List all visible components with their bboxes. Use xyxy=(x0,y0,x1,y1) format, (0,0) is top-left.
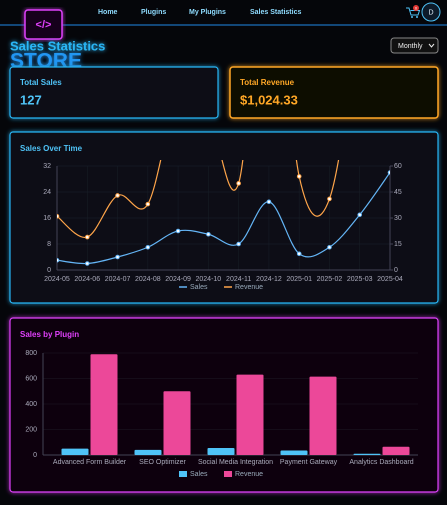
chart-title: Sales Over Time xyxy=(20,144,83,153)
y-tick-label: 0 xyxy=(33,452,37,459)
y2-tick-label: 30 xyxy=(394,215,402,222)
cart-count: 0 xyxy=(415,5,418,10)
data-point xyxy=(387,170,390,175)
x-tick-label: Advanced Form Builder xyxy=(53,459,127,466)
card xyxy=(229,66,439,119)
y2-tick-label: 45 xyxy=(394,189,402,196)
x-tick-label: Social Media Integration xyxy=(198,459,273,466)
data-point xyxy=(296,251,302,257)
data-point xyxy=(206,231,211,237)
select-arrow xyxy=(428,43,435,48)
card-label: Total Sales xyxy=(20,78,62,87)
logo-text: </> xyxy=(36,19,52,31)
x-tick-label: 2025-01 xyxy=(286,276,312,283)
data-point xyxy=(296,174,302,179)
nav-link[interactable]: Sales Statistics xyxy=(250,9,301,16)
x-tick-label: 2025-02 xyxy=(317,276,343,283)
page-title: Sales Statistics xyxy=(10,38,105,53)
y-tick-label: 800 xyxy=(25,350,37,357)
bar xyxy=(61,448,89,455)
data-point xyxy=(115,254,120,260)
data-point xyxy=(145,201,151,207)
data-point xyxy=(236,241,241,247)
x-tick-label: 2024-09 xyxy=(165,276,191,283)
x-tick-label: 2024-06 xyxy=(74,276,100,283)
y-tick-label: 32 xyxy=(43,163,51,170)
x-tick-label: 2024-10 xyxy=(196,276,222,283)
x-tick-label: SEO Optimizer xyxy=(139,459,186,466)
data-point xyxy=(327,196,332,202)
data-point xyxy=(266,199,272,205)
card-label: Total Revenue xyxy=(240,78,295,87)
bar xyxy=(382,446,410,455)
y2-tick-label: 0 xyxy=(394,267,398,274)
bar xyxy=(280,450,308,455)
x-tick-label: 2024-11 xyxy=(226,276,251,283)
y-tick-label: 400 xyxy=(25,401,37,408)
line-series xyxy=(57,160,340,238)
y-tick-label: 200 xyxy=(25,426,37,433)
legend-label: Sales xyxy=(190,284,208,291)
card xyxy=(9,66,219,119)
legend-swatch xyxy=(224,471,232,477)
x-tick-label: 2024-05 xyxy=(44,276,70,283)
y-tick-label: 0 xyxy=(47,267,51,274)
data-point xyxy=(84,234,90,240)
bar xyxy=(163,391,191,455)
data-point xyxy=(236,181,241,186)
chart-card xyxy=(9,317,439,493)
cart-badge xyxy=(413,5,419,11)
bar xyxy=(134,449,162,455)
cart-wheel xyxy=(411,16,413,18)
avatar[interactable] xyxy=(421,2,441,22)
x-tick-label: Payment Gateway xyxy=(280,459,338,466)
y2-tick-label: 15 xyxy=(394,241,402,248)
data-point xyxy=(57,213,60,219)
x-tick-label: 2024-12 xyxy=(256,276,282,283)
legend-label: Revenue xyxy=(235,284,263,291)
y-tick-label: 8 xyxy=(47,241,51,248)
y-tick-label: 600 xyxy=(25,375,37,382)
x-tick-label: 2025-04 xyxy=(377,276,403,283)
x-tick-label: 2025-03 xyxy=(347,276,373,283)
legend-label: Sales xyxy=(190,471,208,478)
nav-link[interactable]: Home xyxy=(98,9,118,16)
nav-link[interactable]: My Plugins xyxy=(189,9,226,16)
chart-card xyxy=(9,131,439,304)
data-point xyxy=(145,244,151,250)
period-value: Monthly xyxy=(398,43,423,50)
data-point xyxy=(175,228,181,234)
bar xyxy=(207,447,235,455)
card-value: 127 xyxy=(20,92,42,107)
bar xyxy=(309,376,337,455)
cart-wheel xyxy=(416,16,418,18)
x-tick-label: Analytics Dashboard xyxy=(349,459,413,466)
plot xyxy=(57,160,390,266)
nav-link[interactable]: Plugins xyxy=(141,9,166,16)
x-tick-label: 2024-08 xyxy=(135,276,161,283)
data-point xyxy=(84,261,90,266)
data-point xyxy=(115,193,120,198)
y2-tick-label: 60 xyxy=(394,163,402,170)
logo[interactable] xyxy=(24,9,63,40)
chart-title: Sales by Plugin xyxy=(20,330,79,339)
data-point xyxy=(327,244,332,250)
y-tick-label: 24 xyxy=(43,189,51,196)
bar xyxy=(90,354,118,455)
avatar-letter: D xyxy=(428,9,433,16)
legend-label: Revenue xyxy=(235,471,263,478)
legend-swatch xyxy=(179,471,187,477)
cart-icon[interactable] xyxy=(406,7,421,16)
bar xyxy=(236,374,264,455)
period-select[interactable] xyxy=(390,37,439,54)
y-tick-label: 16 xyxy=(43,215,51,222)
data-point xyxy=(57,257,60,263)
x-tick-label: 2024-07 xyxy=(105,276,131,283)
card-value: $1,024.33 xyxy=(240,92,298,107)
data-point xyxy=(357,212,363,218)
bar xyxy=(353,453,381,455)
